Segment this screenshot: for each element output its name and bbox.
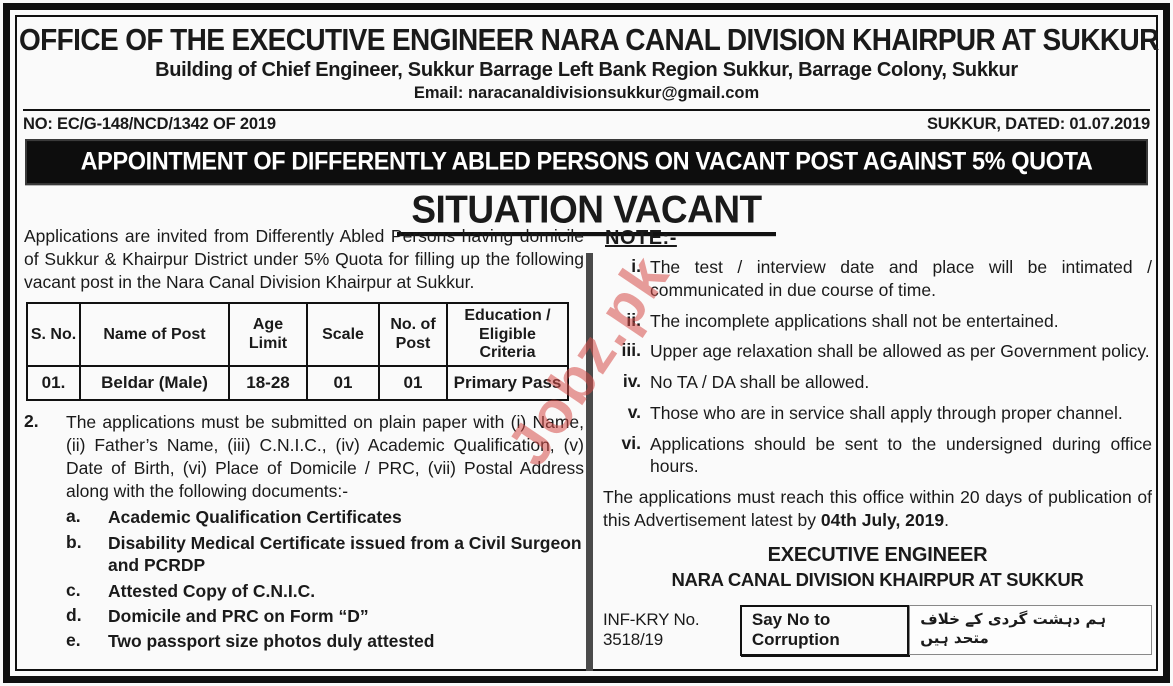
list-item-marker: e.	[66, 630, 81, 651]
appointment-banner: APPOINTMENT OF DIFFERENTLY ABLED PERSONS…	[25, 139, 1148, 186]
say-no-to-corruption-badge: Say No to Corruption	[739, 604, 910, 656]
list-item: b. Disability Medical Certificate issued…	[66, 532, 584, 577]
inf-number: INF-KRY No. 3518/19	[603, 610, 700, 649]
list-item-marker: a.	[66, 506, 81, 527]
cell-no-of-post: 01	[378, 365, 448, 402]
note-item-text: Applications should be sent to the under…	[650, 433, 1152, 477]
note-item: ii. The incomplete applications shall no…	[603, 310, 1152, 333]
list-item-text: Disability Medical Certificate issued fr…	[108, 532, 582, 576]
col-header-no-of-post: No. of Post	[378, 302, 448, 368]
note-item: iii. Upper age relaxation shall be allow…	[603, 340, 1152, 363]
documents-list: a. Academic Qualification Certificates b…	[24, 506, 584, 652]
header: OFFICE OF THE EXECUTIVE ENGINEER NARA CA…	[19, 19, 1159, 112]
deadline-prefix: The applications must reach this office …	[603, 487, 1152, 530]
list-item: e. Two passport size photos duly atteste…	[66, 630, 584, 652]
list-item: d. Domicile and PRC on Form “D”	[66, 605, 584, 627]
signature-block: EXECUTIVE ENGINEER NARA CANAL DIVISION K…	[603, 544, 1152, 591]
deadline-paragraph: The applications must reach this office …	[603, 486, 1152, 532]
cell-sno: 01.	[26, 365, 81, 402]
header-divider-line	[23, 109, 1150, 112]
note-item: vi. Applications should be sent to the u…	[603, 433, 1152, 479]
note-item-marker: iv.	[622, 371, 641, 391]
note-item-text: The test / interview date and place will…	[650, 257, 1152, 300]
section-title-wrap: SITUATION VACANT	[19, 189, 1154, 237]
col-header-scale: Scale	[306, 302, 380, 368]
note-item-marker: i.	[631, 256, 641, 276]
col-header-sno: S. No.	[26, 302, 81, 368]
deadline-date: 04th July, 2019	[820, 509, 945, 530]
list-item-marker: d.	[66, 604, 82, 625]
list-item-text: Two passport size photos duly attested	[108, 631, 435, 652]
section-title: SITUATION VACANT	[397, 189, 776, 237]
footer-row: INF-KRY No. 3518/19 Say No to Corruption…	[603, 604, 1152, 656]
left-column: Applications are invited from Differentl…	[24, 225, 584, 653]
table-row: 01. Beldar (Male) 18-28 01 01 Primary Pa…	[26, 365, 569, 402]
ad-content: OFFICE OF THE EXECUTIVE ENGINEER NARA CA…	[19, 19, 1159, 671]
col-header-name: Name of Post	[79, 302, 230, 368]
signature-designation: EXECUTIVE ENGINEER	[767, 543, 988, 566]
reference-line: NO: EC/G-148/NCD/1342 OF 2019 SUKKUR, DA…	[19, 111, 1154, 137]
vacancy-table: S. No. Name of Post Age Limit Scale No. …	[26, 302, 569, 402]
note-item-text: Upper age relaxation shall be allowed as…	[650, 341, 1150, 362]
note-item-marker: vi.	[621, 432, 641, 453]
office-title: OFFICE OF THE EXECUTIVE ENGINEER NARA CA…	[19, 23, 1159, 57]
instruction-item-2: 2. The applications must be submitted on…	[24, 411, 584, 502]
list-item-text: Attested Copy of C.N.I.C.	[108, 580, 316, 601]
note-item-text: No TA / DA shall be allowed.	[650, 372, 870, 392]
urdu-slogan-text: ہم دہشت گردی کے خلاف متحد ہیں	[920, 610, 1107, 647]
item-2-number: 2.	[24, 411, 39, 432]
two-column-body: Applications are invited from Differentl…	[19, 225, 1154, 671]
note-item-text: Those who are in service shall apply thr…	[650, 402, 1123, 423]
deadline-suffix: .	[944, 509, 949, 530]
col-header-education: Education / Eligible Criteria	[446, 302, 569, 368]
cell-post-name: Beldar (Male)	[79, 365, 230, 402]
note-heading: NOTE:-	[605, 227, 677, 249]
column-divider	[586, 253, 593, 671]
col-header-age: Age Limit	[228, 302, 308, 368]
list-item: c. Attested Copy of C.N.I.C.	[66, 580, 584, 602]
right-column: NOTE:- i. The test / interview date and …	[603, 225, 1152, 656]
item-2-text: The applications must be submitted on pl…	[66, 412, 584, 501]
intro-paragraph: Applications are invited from Differentl…	[24, 226, 584, 292]
note-item: v. Those who are in service shall apply …	[603, 402, 1152, 425]
note-item: iv. No TA / DA shall be allowed.	[603, 371, 1152, 394]
list-item: a. Academic Qualification Certificates	[66, 506, 584, 528]
list-item-marker: c.	[66, 579, 81, 600]
list-item-text: Academic Qualification Certificates	[108, 507, 402, 528]
urdu-slogan-box: ہم دہشت گردی کے خلاف متحد ہیں	[909, 605, 1152, 655]
office-email: Email: naracanaldivisionsukkur@gmail.com	[413, 84, 760, 103]
table-header-row: S. No. Name of Post Age Limit Scale No. …	[26, 302, 569, 368]
note-item-marker: v.	[627, 401, 641, 422]
dated-label: SUKKUR, DATED: 01.07.2019	[926, 115, 1150, 134]
note-item-marker: iii.	[621, 340, 641, 361]
list-item-marker: b.	[66, 531, 82, 552]
note-item-marker: ii.	[626, 309, 641, 330]
note-item: i. The test / interview date and place w…	[603, 256, 1152, 302]
cell-scale: 01	[306, 365, 380, 402]
cell-age-limit: 18-28	[228, 365, 308, 402]
cell-education: Primary Pass	[446, 365, 569, 402]
note-item-text: The incomplete applications shall not be…	[650, 310, 1059, 331]
list-item-text: Domicile and PRC on Form “D”	[108, 605, 369, 626]
office-address: Building of Chief Engineer, Sukkur Barra…	[155, 59, 1018, 82]
reference-number: NO: EC/G-148/NCD/1342 OF 2019	[23, 115, 276, 134]
signature-office: NARA CANAL DIVISION KHAIRPUR AT SUKKUR	[671, 568, 1084, 590]
